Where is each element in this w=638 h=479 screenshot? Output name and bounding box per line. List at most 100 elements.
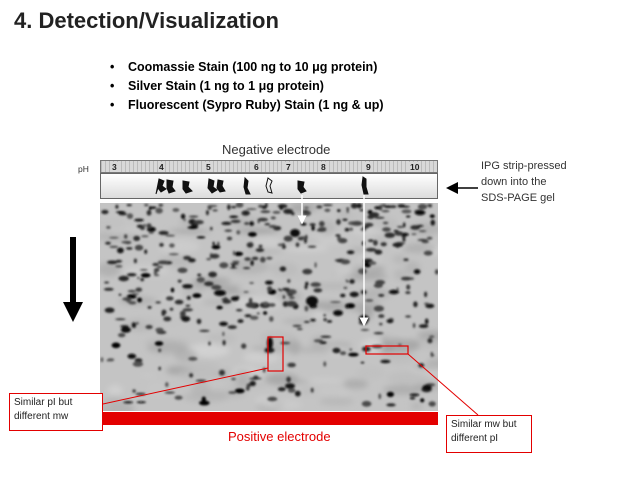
gel-smear xyxy=(401,243,437,253)
protein-spot xyxy=(248,232,257,237)
protein-spot xyxy=(267,396,278,402)
protein-spot xyxy=(418,230,427,233)
protein-spot xyxy=(340,293,346,298)
protein-spot xyxy=(174,395,183,400)
ph-tick-5: 5 xyxy=(205,162,212,172)
protein-spot xyxy=(388,289,400,295)
protein-spot xyxy=(282,243,285,246)
protein-spot xyxy=(318,227,327,231)
protein-spot xyxy=(230,263,239,265)
ipg-strip xyxy=(100,173,438,199)
protein-spot xyxy=(255,248,265,252)
protein-spot xyxy=(158,348,162,353)
negative-electrode-label: Negative electrode xyxy=(222,142,331,157)
protein-spot xyxy=(313,288,323,293)
protein-spot xyxy=(155,327,164,333)
gel-smear xyxy=(106,227,147,235)
protein-spot xyxy=(264,223,271,226)
protein-spot xyxy=(177,267,188,273)
protein-spot xyxy=(221,298,229,301)
gel-smear xyxy=(304,258,339,275)
protein-spot xyxy=(208,271,217,278)
protein-spot xyxy=(409,397,416,400)
protein-spot xyxy=(221,221,232,225)
gel-smear xyxy=(148,311,194,316)
protein-spot xyxy=(263,311,268,315)
protein-glyph xyxy=(361,176,369,195)
ph-tick-3: 3 xyxy=(111,162,118,172)
protein-spot xyxy=(290,229,300,237)
2d-gel-image xyxy=(100,203,438,411)
protein-spot xyxy=(214,290,226,296)
protein-spot xyxy=(346,280,349,283)
protein-spot xyxy=(313,339,324,343)
protein-spot xyxy=(356,203,363,209)
protein-spot xyxy=(279,266,287,272)
protein-spot xyxy=(368,261,377,265)
protein-spot xyxy=(107,358,115,361)
protein-spot xyxy=(373,283,383,288)
protein-spot xyxy=(278,288,281,291)
protein-spot xyxy=(323,361,327,367)
protein-spot xyxy=(158,230,169,235)
protein-spot xyxy=(374,217,385,219)
protein-spot xyxy=(244,257,251,261)
protein-spot xyxy=(212,241,215,245)
gel-smear xyxy=(305,378,345,383)
protein-spot xyxy=(216,305,223,310)
protein-spot xyxy=(386,391,394,397)
protein-spot xyxy=(128,301,137,305)
protein-spot xyxy=(294,390,301,397)
protein-spot xyxy=(134,218,144,222)
protein-spot xyxy=(230,296,239,301)
protein-spot xyxy=(365,299,374,302)
protein-spot xyxy=(379,322,383,326)
protein-spot xyxy=(306,296,318,306)
gel-smear xyxy=(191,382,211,398)
protein-spot xyxy=(368,239,374,242)
gel-smear xyxy=(314,282,353,290)
protein-spot xyxy=(374,206,381,210)
protein-spot xyxy=(389,205,397,208)
protein-spot xyxy=(145,325,153,329)
protein-spot xyxy=(183,218,186,221)
protein-spot xyxy=(224,229,233,232)
protein-spot xyxy=(219,369,225,376)
protein-spot xyxy=(115,204,119,209)
protein-spot xyxy=(411,233,417,235)
protein-spot xyxy=(132,361,144,367)
protein-spot xyxy=(172,208,180,212)
protein-spot xyxy=(183,255,192,260)
protein-spot xyxy=(349,291,359,298)
protein-spot xyxy=(378,314,385,318)
protein-spot xyxy=(418,324,429,328)
protein-spot xyxy=(140,273,151,278)
protein-spot xyxy=(111,342,121,349)
protein-spot xyxy=(351,221,363,226)
protein-spot xyxy=(155,301,161,304)
protein-spot xyxy=(373,239,378,246)
protein-spot xyxy=(336,219,341,225)
protein-spot xyxy=(232,260,240,264)
protein-spot xyxy=(282,295,285,299)
protein-spot xyxy=(417,238,428,242)
protein-spot xyxy=(131,322,137,328)
protein-spot xyxy=(246,208,257,210)
protein-spot xyxy=(182,308,193,312)
protein-spot xyxy=(222,331,225,337)
protein-spot xyxy=(118,275,129,282)
protein-spot xyxy=(135,287,143,292)
protein-spot xyxy=(286,376,291,383)
gel-smear xyxy=(107,385,123,396)
protein-spot xyxy=(337,235,342,242)
protein-spot xyxy=(349,348,352,351)
protein-spot xyxy=(358,268,367,275)
positive-electrode-label: Positive electrode xyxy=(228,429,331,444)
protein-spot xyxy=(380,359,391,364)
protein-spot xyxy=(243,291,249,293)
protein-spot xyxy=(231,206,237,209)
protein-spot xyxy=(188,258,196,263)
gel-smear xyxy=(410,401,424,411)
protein-spot xyxy=(133,258,137,264)
protein-spot xyxy=(286,289,297,295)
